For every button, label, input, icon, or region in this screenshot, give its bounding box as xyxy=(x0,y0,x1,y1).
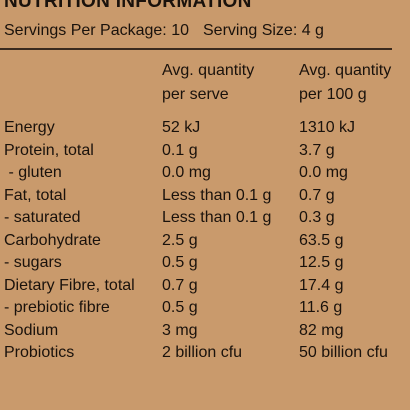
nutrient-name: - gluten xyxy=(4,164,62,181)
per-100g-value: 17.4 g xyxy=(299,276,344,294)
table-row: Probiotics 2 billion cfu 50 billion cfu xyxy=(0,342,410,365)
per-100g-value: 0.0 mg xyxy=(299,164,348,181)
column-header-line: per 100 g xyxy=(299,86,367,103)
serving-size: Serving Size: 4 g xyxy=(203,22,324,39)
column-header-line: Avg. quantity xyxy=(162,62,255,79)
per-serve-value: 0.5 g xyxy=(162,254,198,271)
panel-title: NUTRITION INFORMATION xyxy=(4,0,252,12)
per-serve-value: Less than 0.1 g xyxy=(162,186,272,204)
table-row: Fat, total Less than 0.1 g 0.7 g xyxy=(0,185,410,208)
per-100g-value: 12.5 g xyxy=(299,254,344,271)
column-header-per-serve: Avg. quantity per serve xyxy=(162,59,254,107)
nutrient-name: Dietary Fibre, total xyxy=(4,276,135,294)
per-serve-value: 0.5 g xyxy=(162,299,198,316)
per-100g-value: 0.7 g xyxy=(299,186,335,204)
nutrient-name: Probiotics xyxy=(4,344,75,361)
per-100g-value: 63.5 g xyxy=(299,231,344,249)
per-100g-value: 1310 kJ xyxy=(299,119,356,136)
per-100g-value: 3.7 g xyxy=(299,141,335,159)
table-row: - sugars 0.5 g 12.5 g xyxy=(0,252,410,275)
per-serve-value: 52 kJ xyxy=(162,119,201,136)
per-serve-value: Less than 0.1 g xyxy=(162,209,272,226)
table-row: - saturated Less than 0.1 g 0.3 g xyxy=(0,207,410,230)
servings-per-package: Servings Per Package: 10 xyxy=(4,22,189,39)
table-row: Carbohydrate 2.5 g 63.5 g xyxy=(0,230,410,253)
table-row: Sodium 3 mg 82 mg xyxy=(0,320,410,343)
nutrient-name: - prebiotic fibre xyxy=(4,299,110,316)
table-row: Dietary Fibre, total 0.7 g 17.4 g xyxy=(0,275,410,298)
table-row: - prebiotic fibre 0.5 g 11.6 g xyxy=(0,297,410,320)
nutrient-name: Fat, total xyxy=(4,186,67,204)
per-serve-value: 0.7 g xyxy=(162,276,198,294)
table-row: - gluten 0.0 mg 0.0 mg xyxy=(0,162,410,185)
per-serve-value: 3 mg xyxy=(162,321,198,339)
nutrient-name: - saturated xyxy=(4,209,81,226)
column-header-line: per serve xyxy=(162,86,229,103)
nutrient-name: Sodium xyxy=(4,321,59,339)
table-row: Energy 52 kJ 1310 kJ xyxy=(0,117,410,140)
nutrient-table: Energy 52 kJ 1310 kJ Protein, total 0.1 g 3.… xyxy=(0,117,410,365)
per-serve-value: 0.1 g xyxy=(162,141,198,159)
per-100g-value: 82 mg xyxy=(299,321,344,339)
nutrient-name: - sugars xyxy=(4,254,62,271)
column-header-line: Avg. quantity xyxy=(299,62,392,79)
per-100g-value: 0.3 g xyxy=(299,209,335,226)
nutrient-name: Carbohydrate xyxy=(4,231,101,249)
column-header-per-100g: Avg. quantity per 100 g xyxy=(299,59,391,107)
nutrient-name: Energy xyxy=(4,119,55,136)
serving-info: Servings Per Package: 10 Serving Size: 4 … xyxy=(4,20,324,42)
per-serve-value: 2 billion cfu xyxy=(162,344,243,361)
per-serve-value: 2.5 g xyxy=(162,231,198,249)
per-serve-value: 0.0 mg xyxy=(162,164,211,181)
per-100g-value: 11.6 g xyxy=(299,299,343,316)
table-row: Protein, total 0.1 g 3.7 g xyxy=(0,140,410,163)
nutrient-name: Protein, total xyxy=(4,141,94,159)
header-divider xyxy=(0,48,392,50)
per-100g-value: 50 billion cfu xyxy=(299,344,388,361)
